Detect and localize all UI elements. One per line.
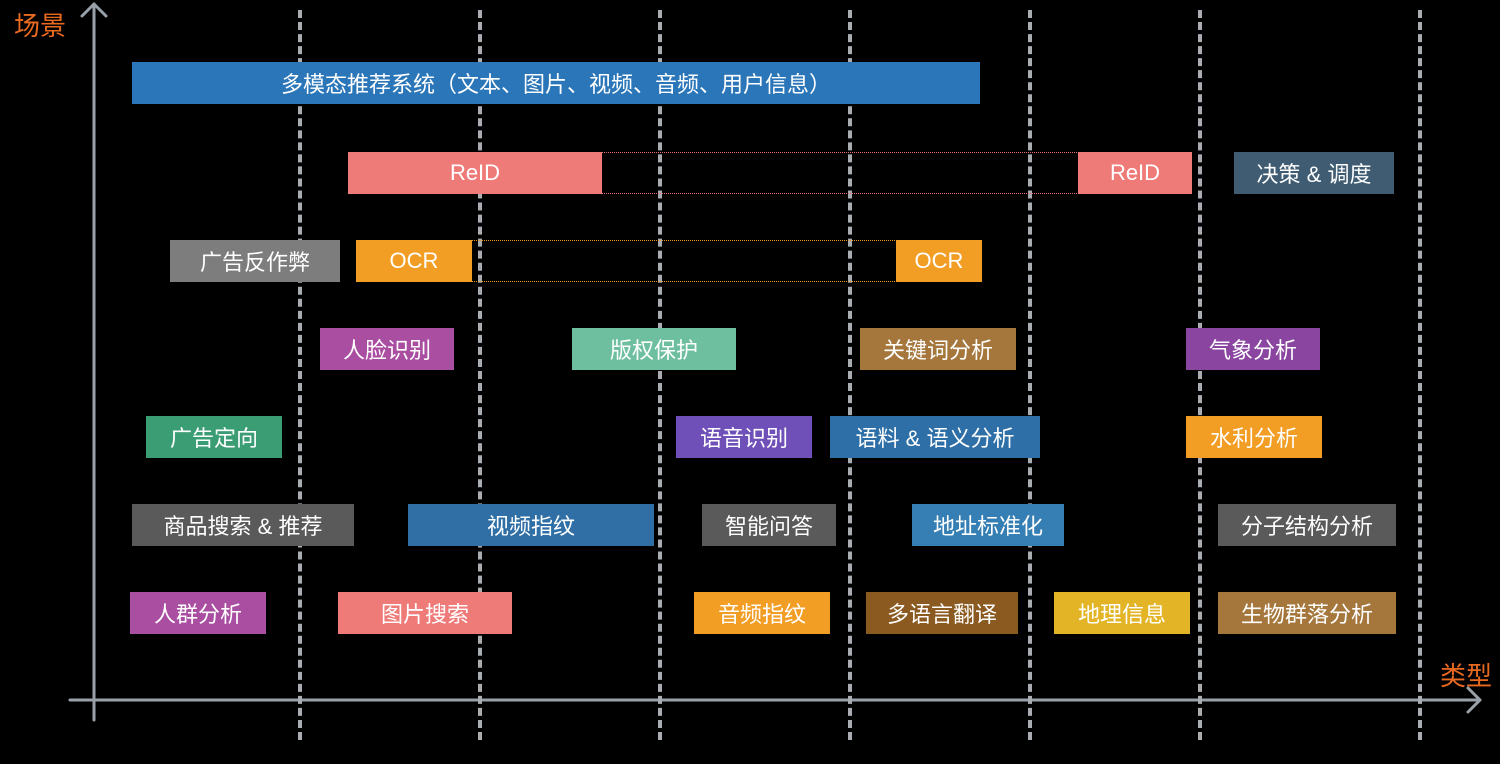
- box-label: 关键词分析: [883, 333, 993, 365]
- box-ad-targeting: 广告定向: [146, 416, 282, 458]
- vgrid-6: [1418, 10, 1422, 740]
- box-ocr-1: OCR: [356, 240, 472, 282]
- y-axis-label: 场景: [14, 6, 66, 43]
- box-corpus-semantic: 语料 & 语义分析: [830, 416, 1040, 458]
- box-label: 图片搜索: [381, 597, 469, 629]
- box-label: 人脸识别: [343, 333, 431, 365]
- connector-1: [471, 240, 897, 282]
- box-reid-1: ReID: [348, 152, 602, 194]
- box-decision-schedule: 决策 & 调度: [1234, 152, 1394, 194]
- box-copyright: 版权保护: [572, 328, 736, 370]
- box-label: 商品搜索 & 推荐: [164, 509, 323, 541]
- box-label: 生物群落分析: [1241, 597, 1373, 629]
- vgrid-5: [1198, 10, 1202, 740]
- x-axis-label: 类型: [1440, 656, 1492, 693]
- box-label: 音频指纹: [718, 597, 806, 629]
- box-biome-analysis: 生物群落分析: [1218, 592, 1396, 634]
- box-label: 智能问答: [725, 509, 813, 541]
- box-label: 视频指纹: [487, 509, 575, 541]
- box-ad-antifraud: 广告反作弊: [170, 240, 340, 282]
- vgrid-4: [1028, 10, 1032, 740]
- box-multilang-trans: 多语言翻译: [866, 592, 1018, 634]
- box-smart-qa: 智能问答: [702, 504, 836, 546]
- box-molecular-analysis: 分子结构分析: [1218, 504, 1396, 546]
- box-weather-analysis: 气象分析: [1186, 328, 1320, 370]
- vgrid-2: [658, 10, 662, 740]
- vgrid-0: [298, 10, 302, 740]
- box-label: 多模态推荐系统（文本、图片、视频、音频、用户信息）: [281, 67, 831, 99]
- box-audio-fingerprint: 音频指纹: [694, 592, 830, 634]
- box-multimodal-rec: 多模态推荐系统（文本、图片、视频、音频、用户信息）: [132, 62, 980, 104]
- box-water-analysis: 水利分析: [1186, 416, 1322, 458]
- box-product-search-rec: 商品搜索 & 推荐: [132, 504, 354, 546]
- box-label: 语音识别: [700, 421, 788, 453]
- connector-0: [601, 152, 1079, 194]
- box-address-norm: 地址标准化: [912, 504, 1064, 546]
- diagram-stage: { "canvas": { "width": 1500, "height": 7…: [0, 0, 1500, 764]
- box-crowd-analysis: 人群分析: [130, 592, 266, 634]
- box-label: 语料 & 语义分析: [856, 421, 1015, 453]
- box-label: OCR: [915, 248, 964, 274]
- box-face-recog: 人脸识别: [320, 328, 454, 370]
- box-image-search: 图片搜索: [338, 592, 512, 634]
- box-speech-recog: 语音识别: [676, 416, 812, 458]
- box-label: 地址标准化: [933, 509, 1043, 541]
- box-label: 人群分析: [154, 597, 242, 629]
- box-label: ReID: [450, 160, 500, 186]
- box-label: 广告定向: [170, 421, 258, 453]
- box-label: 版权保护: [610, 333, 698, 365]
- box-ocr-2: OCR: [896, 240, 982, 282]
- box-keyword-analysis: 关键词分析: [860, 328, 1016, 370]
- box-video-fingerprint: 视频指纹: [408, 504, 654, 546]
- box-label: 分子结构分析: [1241, 509, 1373, 541]
- box-label: ReID: [1110, 160, 1160, 186]
- box-label: 水利分析: [1210, 421, 1298, 453]
- axes: [0, 0, 1500, 764]
- box-geo-info: 地理信息: [1054, 592, 1190, 634]
- box-label: 广告反作弊: [200, 245, 310, 277]
- box-label: OCR: [390, 248, 439, 274]
- box-reid-2: ReID: [1078, 152, 1192, 194]
- box-label: 多语言翻译: [887, 597, 997, 629]
- vgrid-3: [848, 10, 852, 740]
- box-label: 决策 & 调度: [1257, 157, 1372, 189]
- box-label: 地理信息: [1078, 597, 1166, 629]
- box-label: 气象分析: [1209, 333, 1297, 365]
